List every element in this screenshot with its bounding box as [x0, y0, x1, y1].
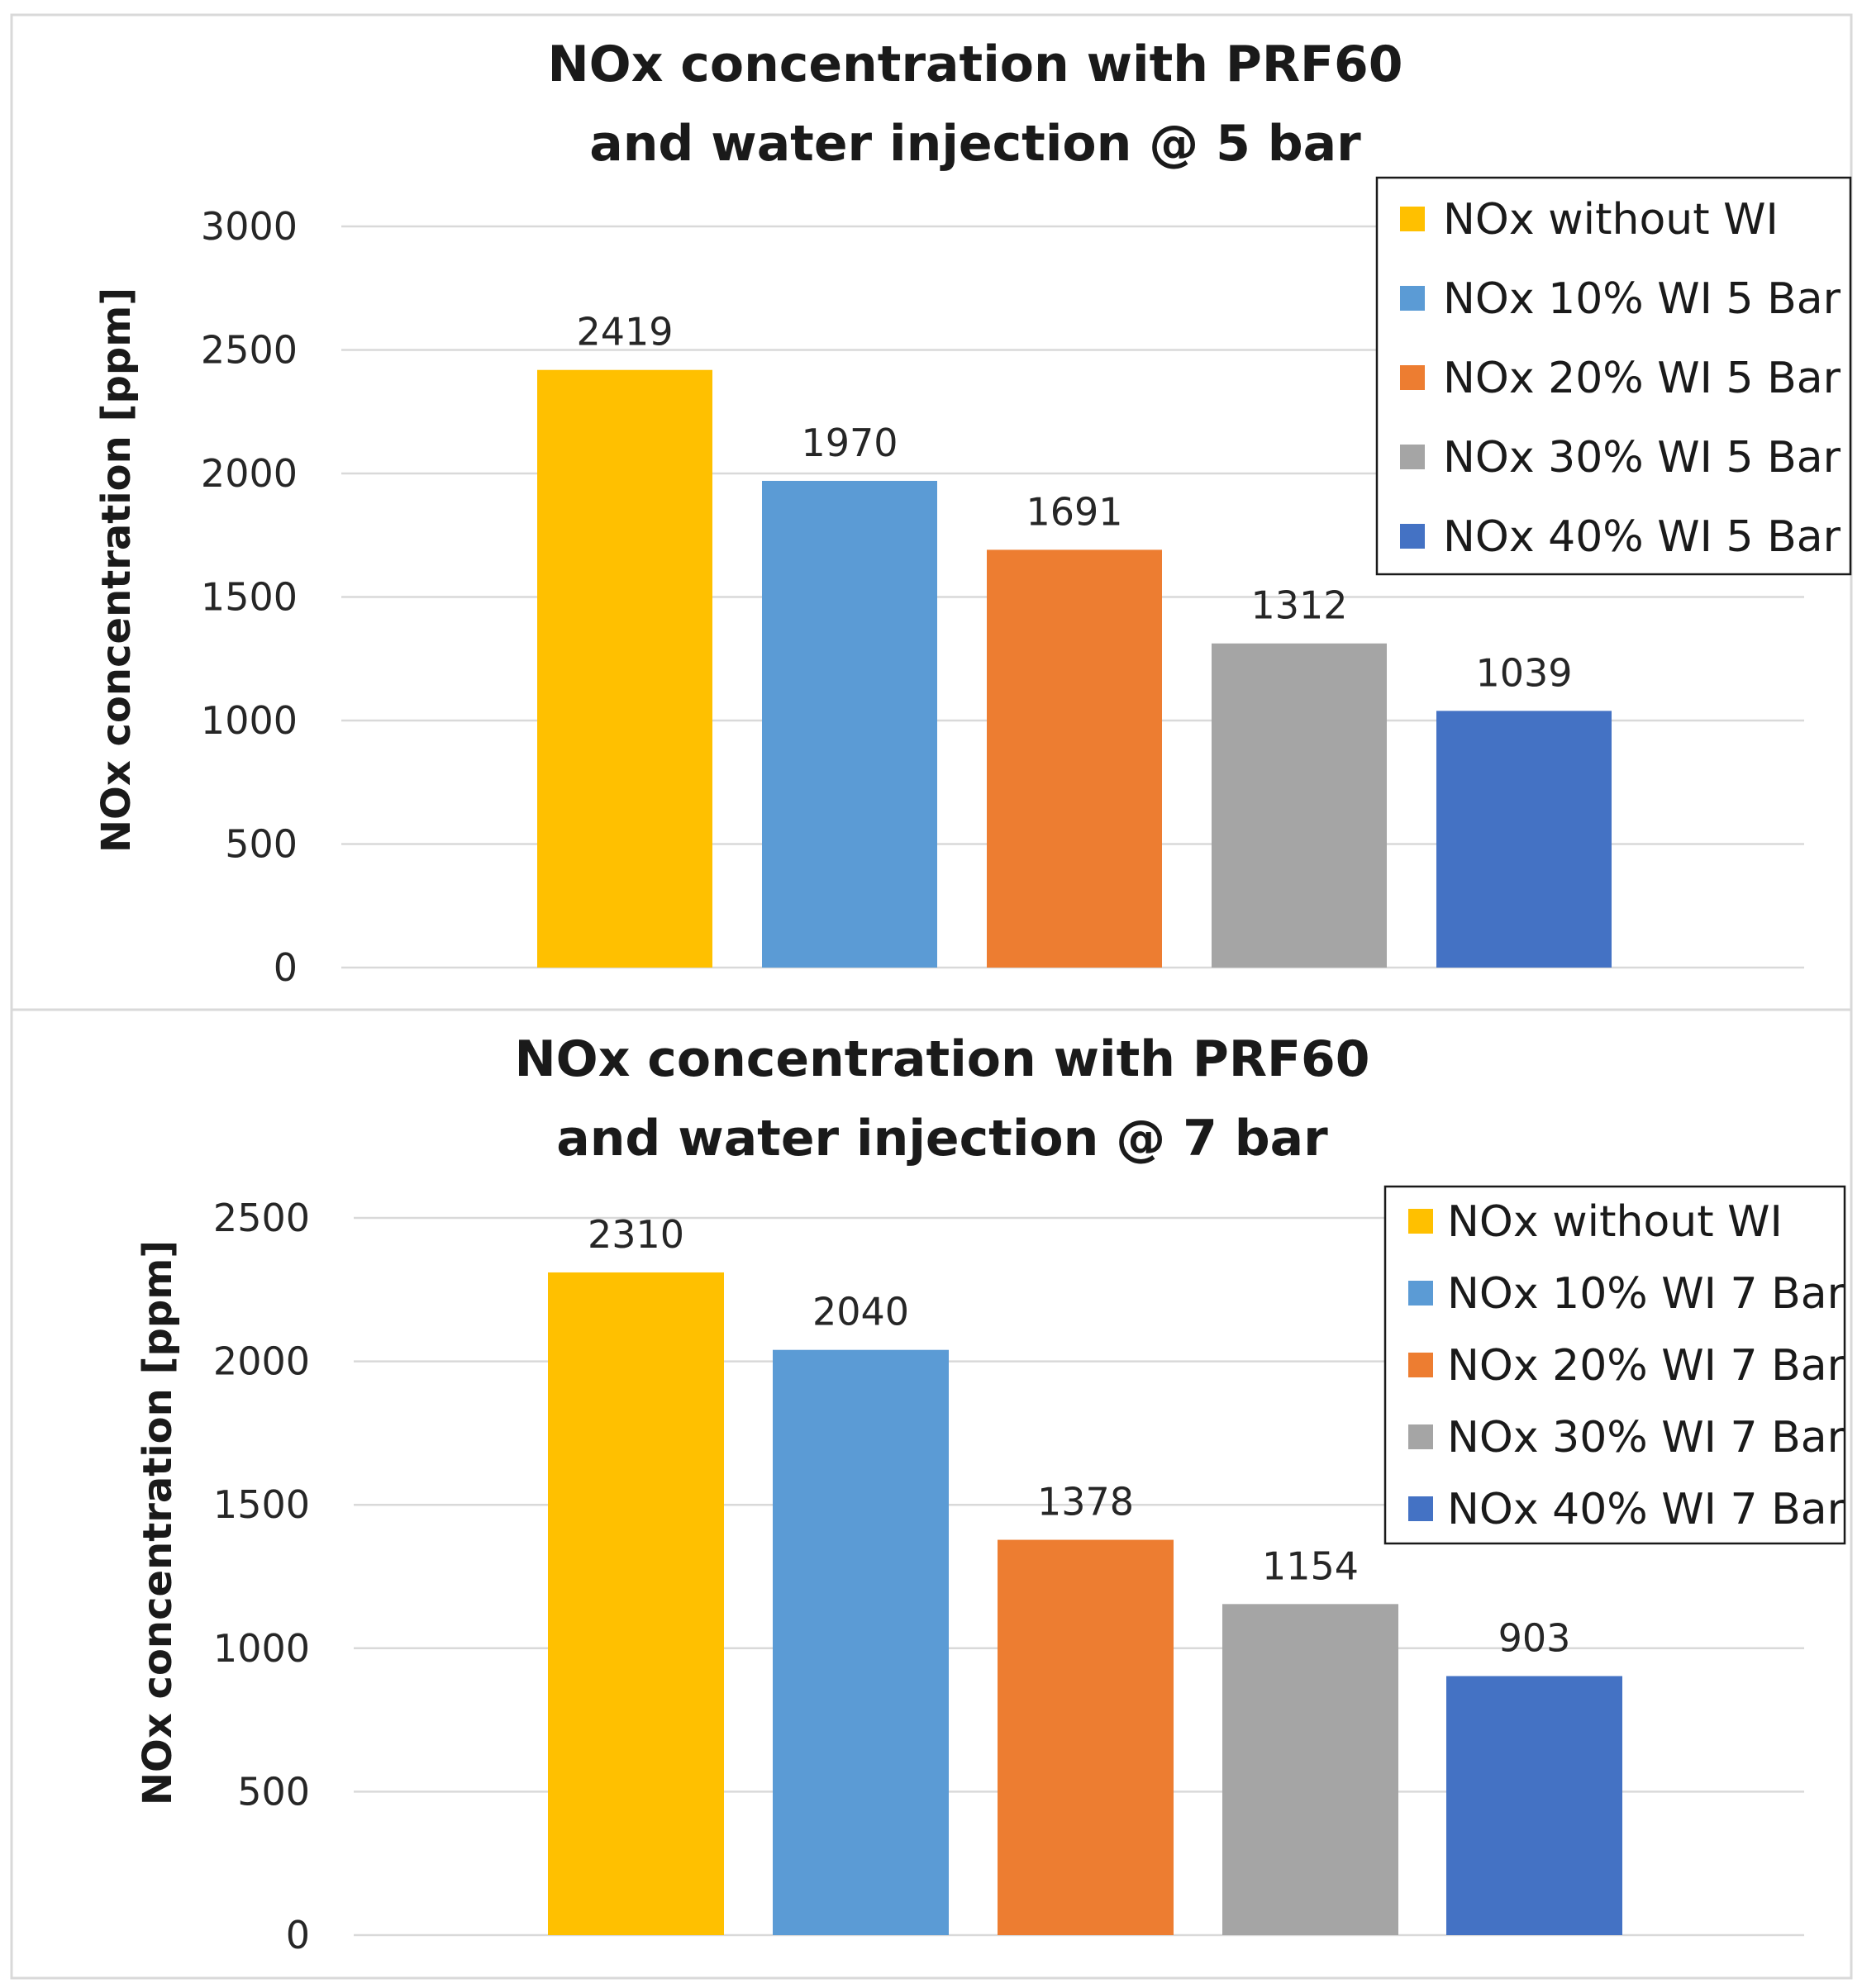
chart-title-line: and water injection @ 5 bar [589, 115, 1361, 173]
legend-box [1375, 176, 1852, 576]
bar [548, 1272, 724, 1935]
bar [762, 480, 937, 968]
data-label: 903 [1498, 1615, 1571, 1660]
legend-swatch [1400, 207, 1425, 231]
legend-box [1383, 1185, 1846, 1545]
legend-swatch [1408, 1281, 1433, 1306]
y-tick-label: 2000 [201, 451, 298, 496]
bar [537, 369, 712, 968]
legend-entry-label: NOx 30% WI 5 Bar [1443, 433, 1841, 483]
bar [1212, 643, 1387, 968]
legend-swatch [1408, 1209, 1433, 1234]
legend-entry-label: NOx 40% WI 5 Bar [1443, 512, 1841, 562]
y-tick-label: 0 [286, 1913, 310, 1957]
chart-title-line: and water injection @ 7 bar [556, 1110, 1328, 1168]
bar [987, 549, 1162, 968]
y-tick-label: 3000 [201, 204, 298, 249]
chart-1: NOx concentration with PRF60 and water in… [10, 13, 1853, 1011]
data-label: 1691 [1026, 489, 1122, 534]
y-axis-label: NOx concentration [ppm] [93, 288, 140, 853]
data-label: 2040 [812, 1290, 909, 1334]
data-label: 1970 [801, 421, 898, 465]
legend-entry-label: NOx 10% WI 5 Bar [1443, 274, 1841, 324]
y-tick-label: 2000 [213, 1339, 310, 1384]
y-tick-label: 500 [225, 822, 298, 867]
data-label: 1154 [1262, 1543, 1359, 1588]
y-tick-label: 0 [274, 945, 298, 990]
y-tick-label: 1500 [213, 1482, 310, 1527]
y-tick-label: 1000 [213, 1626, 310, 1671]
bar [1436, 711, 1612, 968]
legend-entry-label: NOx 30% WI 7 Bar [1447, 1413, 1845, 1462]
legend-swatch [1408, 1353, 1433, 1377]
y-tick-label: 500 [237, 1769, 310, 1814]
legend-entry-label: NOx 10% WI 7 Bar [1447, 1269, 1845, 1319]
y-axis-label: NOx concentration [ppm] [135, 1240, 181, 1805]
legend-entry-label: NOx 20% WI 7 Bar [1447, 1341, 1845, 1391]
legend-entry-label: NOx without WI [1447, 1197, 1783, 1247]
chart-2: NOx concentration with PRF60 and water in… [10, 1008, 1853, 1980]
legend-swatch [1400, 365, 1425, 390]
y-tick-label: 2500 [213, 1196, 310, 1240]
legend-swatch [1400, 445, 1425, 469]
y-tick-label: 1000 [201, 698, 298, 743]
legend: NOx without WI NOx 10% WI 5 Bar NOx 20% WI… [1375, 176, 1852, 576]
data-label: 1039 [1475, 650, 1572, 695]
bar [1222, 1604, 1398, 1935]
legend-entry-label: NOx 40% WI 7 Bar [1447, 1485, 1845, 1534]
data-label: 1312 [1250, 583, 1347, 628]
data-label: 1378 [1037, 1480, 1134, 1524]
bar [773, 1349, 949, 1935]
legend-entry-label: NOx 20% WI 5 Bar [1443, 354, 1841, 403]
legend-swatch [1408, 1424, 1433, 1449]
data-label: 2310 [588, 1212, 684, 1257]
data-label: 2419 [576, 310, 673, 354]
chart-title-line: NOx concentration with PRF60 [547, 36, 1402, 93]
legend-swatch [1400, 286, 1425, 311]
legend: NOx without WI NOx 10% WI 7 Bar NOx 20% WI… [1383, 1185, 1846, 1545]
bar [1446, 1676, 1622, 1935]
bar [998, 1539, 1174, 1935]
legend-swatch [1408, 1496, 1433, 1521]
legend-entry-label: NOx without WI [1443, 195, 1779, 245]
chart-title-line: NOx concentration with PRF60 [514, 1030, 1369, 1088]
legend-swatch [1400, 524, 1425, 549]
y-tick-label: 2500 [201, 328, 298, 373]
y-tick-label: 1500 [201, 575, 298, 620]
